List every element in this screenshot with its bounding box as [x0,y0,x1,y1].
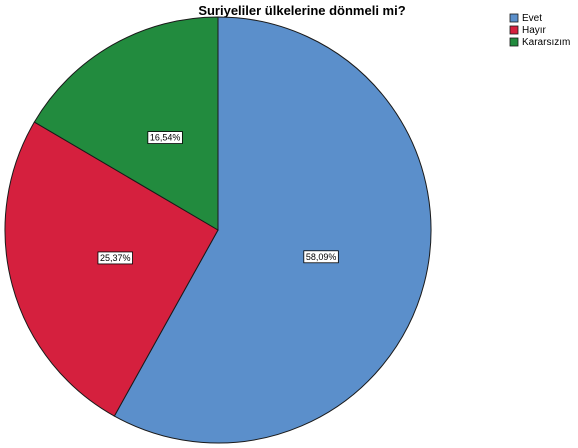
slice-label-evet: 58,09% [306,252,337,262]
legend-label-evet: Evet [522,13,542,24]
pie-slice-evet [113,16,432,444]
legend-swatch-kararsizim [509,37,519,47]
pie-slice-kararsizim [33,16,219,231]
pie-slice-hayir [4,121,219,417]
slice-label-box [97,251,133,265]
legend-label-kararsizim: Kararsızım [522,37,570,48]
legend-label-hayir: Hayır [522,25,547,36]
slice-label-box [303,250,339,264]
legend-swatch-hayir [509,25,519,35]
chart-title: Suriyeliler ülkelerine dönmeli mi? [198,3,405,18]
pie-slices [4,16,432,444]
slice-label-box [147,131,183,144]
pie-labels: 58,09% 25,37% 16,54% [97,131,339,265]
slice-label-kararsizim: 16,54% [150,133,181,143]
legend-swatch-evet [509,13,519,23]
slice-label-hayir: 25,37% [100,253,131,263]
